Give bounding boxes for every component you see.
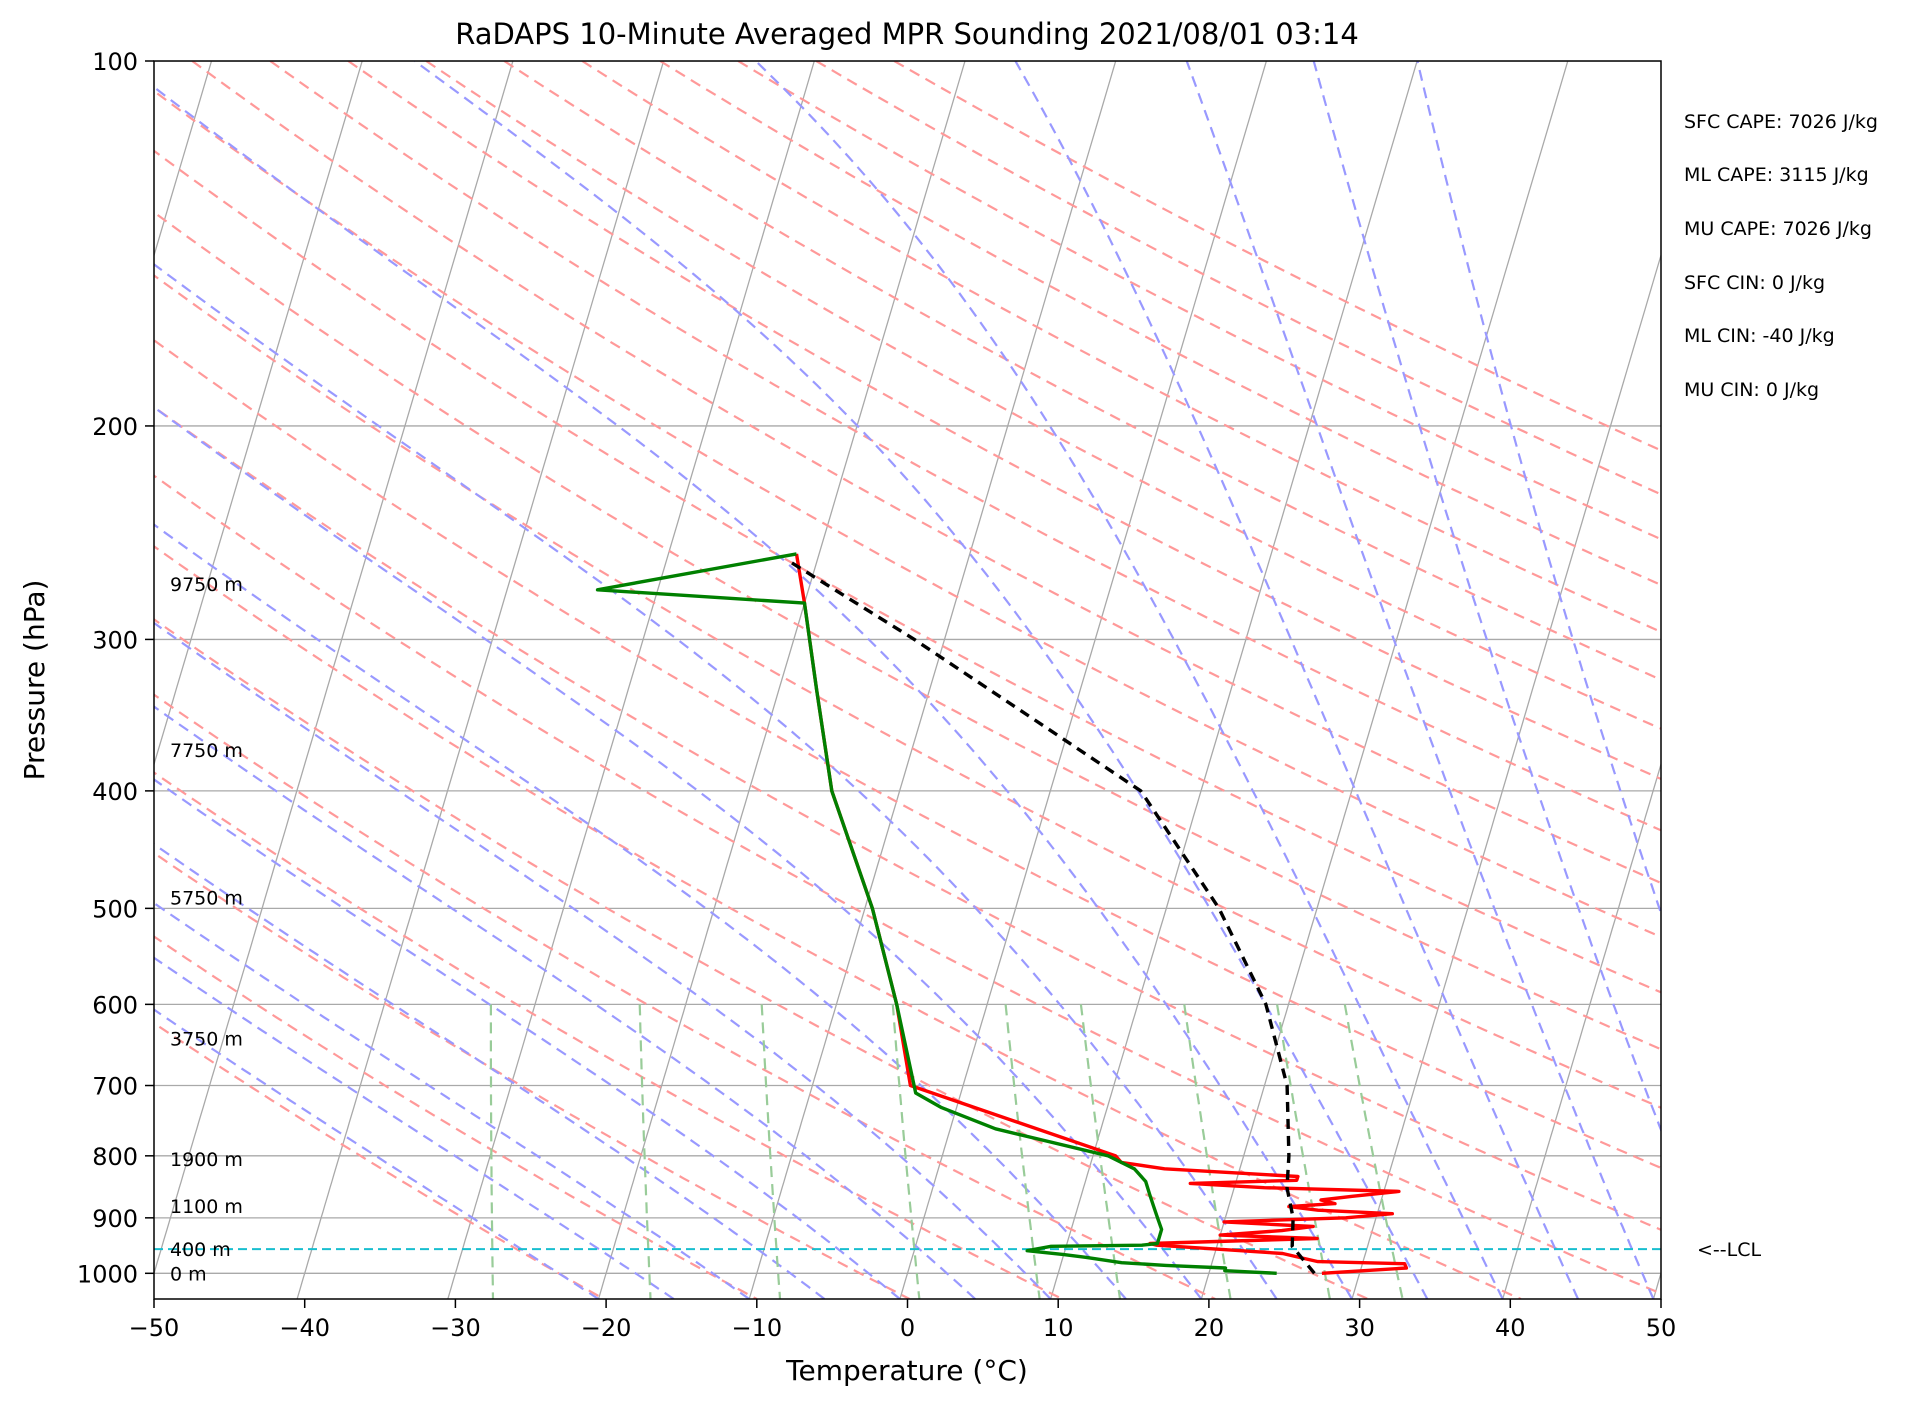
stats-panel: SFC CAPE: 7026 J/kg ML CAPE: 3115 J/kg M… [1684, 111, 1878, 401]
moist-adiabat-line [154, 85, 1353, 1299]
isotherm-line [1200, 61, 1569, 1299]
y-axis-label: Pressure (hPa) [18, 580, 51, 781]
dry-adiabat-line [154, 693, 1216, 1299]
moist-adiabat-line [1014, 61, 1580, 1299]
isotherm-line [447, 61, 815, 1299]
x-tick-label: 20 [1194, 1314, 1225, 1342]
y-tick-label: 100 [92, 48, 138, 76]
y-tick-label: 1000 [77, 1260, 138, 1288]
temperature-profile [794, 553, 1409, 1275]
height-label: 7750 m [170, 740, 243, 762]
mixing-ratio-line [638, 1004, 652, 1299]
moist-adiabat-line [755, 61, 1504, 1299]
moist-adiabat-line [1416, 61, 1661, 917]
dry-adiabat-line [503, 61, 1661, 681]
stat-ml-cape: ML CAPE: 3115 J/kg [1684, 164, 1869, 186]
dry-adiabat-line [154, 771, 1063, 1299]
moist-adiabat-line [1185, 61, 1655, 1299]
dry-adiabat-line [154, 935, 758, 1299]
x-tick-label: 0 [900, 1314, 915, 1342]
parcel-profile [786, 558, 1316, 1275]
x-tick-label: 40 [1495, 1314, 1526, 1342]
dewpoint-profile [595, 552, 1277, 1275]
mixing-ratio-line [1004, 1004, 1041, 1299]
x-axis-label: Temperature (°C) [785, 1354, 1028, 1387]
y-tick-label: 700 [92, 1073, 138, 1101]
dry-adiabat-line [659, 61, 1661, 587]
moist-adiabat-line [154, 842, 826, 1299]
isotherm-line [154, 61, 363, 767]
stat-sfc-cin: SFC CIN: 0 J/kg [1684, 272, 1825, 294]
dry-adiabat-line [191, 61, 1661, 885]
stat-sfc-cape: SFC CAPE: 7026 J/kg [1684, 111, 1878, 133]
mixing-ratio-line [760, 1004, 782, 1299]
y-tick-label: 900 [92, 1205, 138, 1233]
x-tick-label: −40 [279, 1314, 330, 1342]
isotherm-line [1049, 61, 1418, 1299]
moist-adiabat-line [154, 705, 976, 1299]
stat-ml-cin: ML CIN: -40 J/kg [1684, 325, 1835, 347]
height-label: 0 m [170, 1263, 207, 1285]
x-axis-ticks: −50 −40 −30 −20 −10 0 10 20 30 40 50 [129, 1299, 1677, 1342]
y-tick-label: 800 [92, 1143, 138, 1171]
isotherm-line [296, 61, 665, 1299]
dry-adiabat-line [154, 210, 1661, 1051]
isotherm-line [899, 61, 1268, 1299]
dry-adiabat-line [154, 274, 1661, 1109]
stat-mu-cin: MU CIN: 0 J/kg [1684, 379, 1819, 401]
height-label: 9750 m [170, 574, 243, 596]
moist-adiabat-line [154, 901, 750, 1299]
mixing-ratio-line [1276, 1004, 1331, 1299]
dry-adiabat-line [154, 545, 1522, 1299]
y-tick-label: 400 [92, 778, 138, 806]
lcl-label: <--LCL [1697, 1239, 1761, 1261]
height-label: 400 m [170, 1239, 231, 1261]
x-tick-label: −20 [581, 1314, 632, 1342]
dry-adiabats [154, 61, 1661, 1299]
x-tick-label: −10 [731, 1314, 782, 1342]
dry-adiabat-line [154, 851, 911, 1299]
chart-title: RaDAPS 10-Minute Averaged MPR Sounding 2… [455, 17, 1359, 51]
dry-adiabat-line [154, 89, 1661, 939]
isotherm-line [1502, 761, 1661, 1299]
height-label: 1900 m [170, 1149, 243, 1171]
x-tick-label: −30 [430, 1314, 481, 1342]
height-label: 5750 m [170, 888, 243, 910]
moist-adiabat-line [154, 405, 1203, 1299]
x-tick-label: 50 [1646, 1314, 1677, 1342]
dry-adiabat-line [154, 618, 1369, 1299]
height-label: 3750 m [170, 1028, 243, 1050]
moist-adiabat-line [154, 778, 901, 1299]
mixing-ratio-line [1343, 1004, 1404, 1299]
height-label: 1100 m [170, 1196, 243, 1218]
mixing-ratio-line [489, 1004, 495, 1299]
moist-adiabat-line [154, 523, 1127, 1299]
stat-mu-cape: MU CAPE: 7026 J/kg [1684, 218, 1872, 240]
y-tick-label: 300 [92, 626, 138, 654]
mixing-ratio-line [891, 1004, 921, 1299]
isotherm-line [154, 61, 514, 1276]
y-tick-label: 600 [92, 991, 138, 1019]
dry-adiabat-line [154, 405, 1661, 1232]
x-tick-label: 10 [1043, 1314, 1074, 1342]
dry-adiabat-line [154, 1021, 605, 1299]
sounding-series [595, 552, 1409, 1275]
dry-adiabat-line [581, 61, 1661, 634]
y-axis-ticks: 100 200 300 400 500 600 700 800 900 1000 [77, 48, 154, 1288]
x-tick-label: 30 [1344, 1314, 1375, 1342]
dry-adiabat-line [154, 149, 1661, 994]
moist-adiabat-line [154, 956, 675, 1299]
moist-adiabat-line [154, 621, 1052, 1299]
y-tick-label: 200 [92, 413, 138, 441]
x-tick-label: −50 [129, 1314, 180, 1342]
y-tick-label: 500 [92, 895, 138, 923]
moist-adiabat-line [154, 262, 1278, 1299]
